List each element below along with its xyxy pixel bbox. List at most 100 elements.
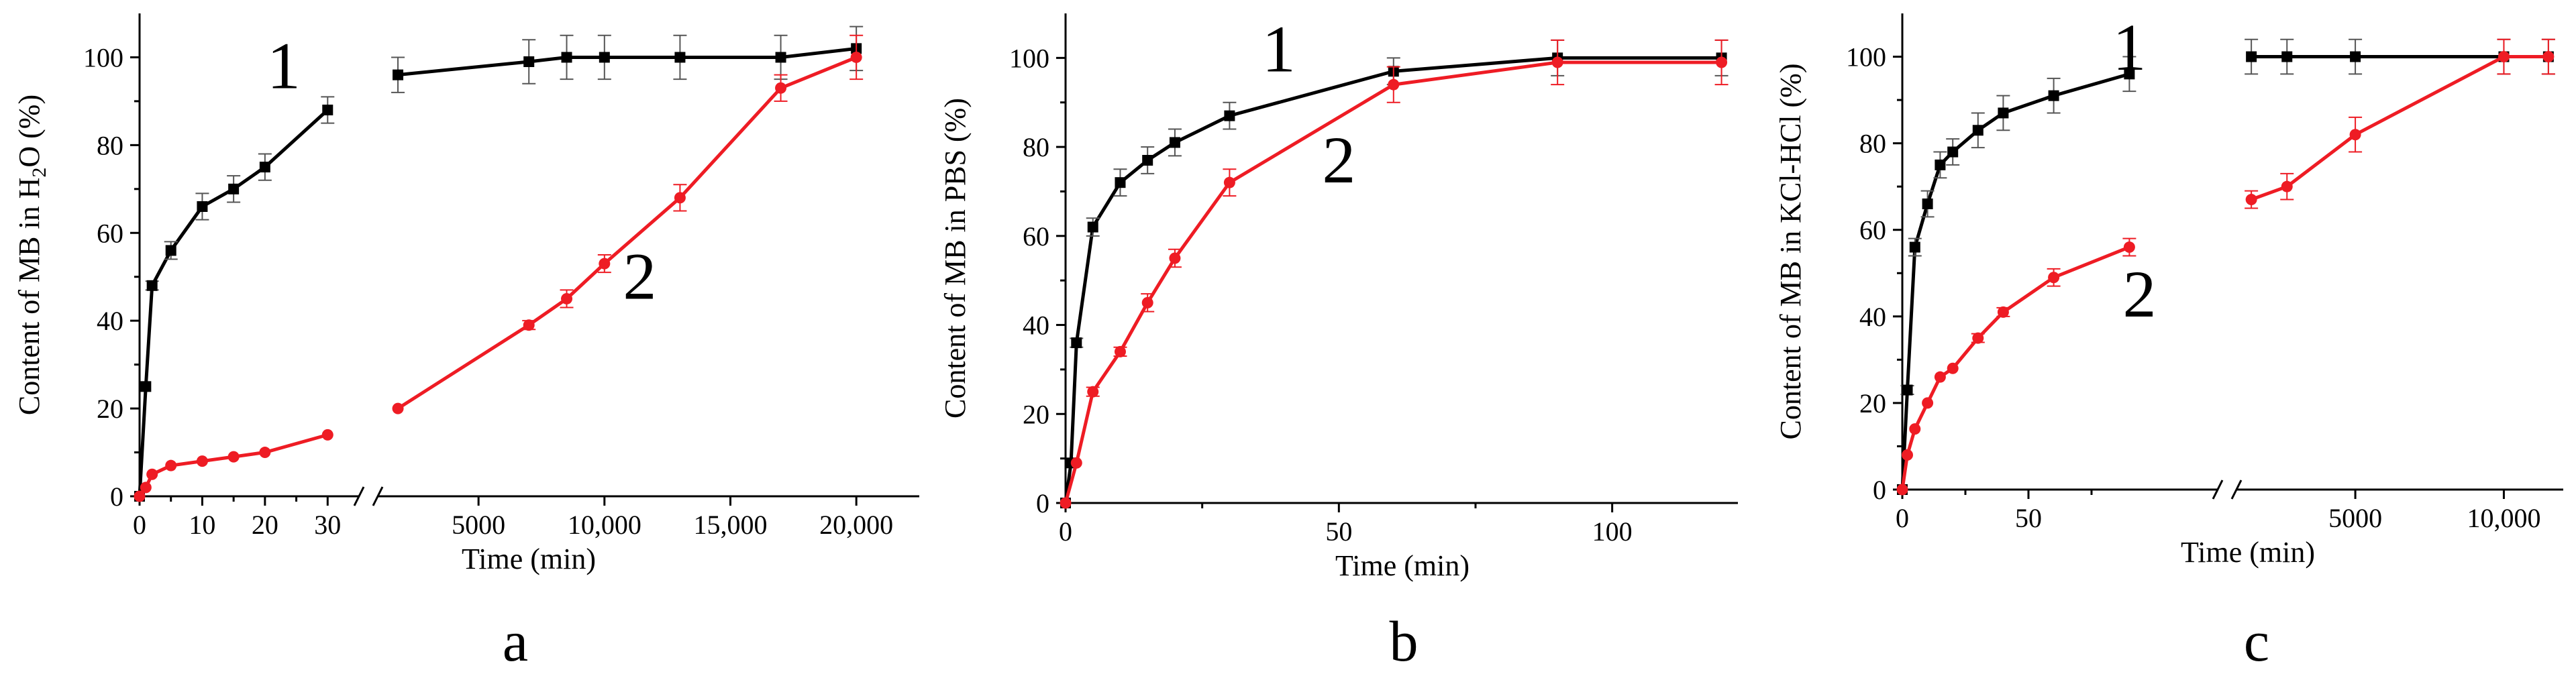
data-point-circle [1141, 296, 1153, 308]
curve-label-1: 1 [267, 28, 301, 103]
y-axis-title-part: Content of MB in KCl-HCl (%) [1774, 64, 1807, 440]
data-point-square [2246, 51, 2257, 62]
y-tick-label: 20 [97, 394, 123, 424]
data-point-circle [140, 482, 152, 494]
data-point-circle [1388, 78, 1400, 91]
series-line [1900, 245, 2130, 490]
x-axis-title: Time (min) [2181, 536, 2315, 569]
data-point-square [1909, 241, 1920, 253]
data-point-square [393, 69, 404, 80]
y-tick-label: 100 [83, 42, 123, 72]
data-point-circle [146, 468, 158, 480]
y-axis-title: Content of MB in KCl-HCl (%) [1774, 64, 1807, 440]
y-tick-label: 0 [1873, 475, 1886, 505]
data-point-circle [321, 429, 333, 441]
data-point-circle [134, 490, 146, 502]
data-point-circle [523, 319, 535, 331]
data-point-square [2124, 68, 2135, 80]
data-point-circle [561, 292, 573, 304]
y-axis-title-part: Content of MB in PBS (%) [939, 98, 972, 418]
x-tick-label: 10,000 [568, 510, 641, 540]
data-point-circle [1997, 306, 2009, 318]
data-point-square [165, 245, 176, 256]
data-point-square [146, 280, 158, 291]
chart-panel-c: 0 20 40 60 80 100 0 50 5000 10,000 Time (min) Conte… [1774, 10, 2563, 673]
data-point-circle [1896, 484, 1908, 496]
data-point-square [561, 52, 572, 63]
x-tick-label: 30 [314, 510, 341, 540]
y-axis-title: Content of MB in H2O (%) [13, 95, 50, 415]
data-point-circle [196, 455, 208, 467]
x-axis-title: Time (min) [462, 543, 596, 575]
y-tick-label: 60 [97, 218, 123, 248]
data-point-square [599, 52, 610, 63]
data-point-circle [674, 192, 686, 204]
x-tick-label: 10,000 [2467, 503, 2540, 533]
series-1 [1897, 38, 2555, 495]
data-point-circle [1716, 56, 1728, 68]
axis-break-mark [353, 486, 365, 506]
data-point-square [228, 183, 240, 194]
data-point-circle [1972, 332, 1984, 344]
panel-label: b [1390, 609, 1419, 673]
data-point-circle [2497, 51, 2510, 63]
data-point-square [1972, 125, 1983, 136]
data-point-circle [599, 258, 611, 270]
series-2 [1060, 39, 1729, 509]
data-point-circle [1223, 176, 1235, 188]
data-point-circle [1922, 397, 1934, 409]
data-point-circle [2048, 272, 2060, 284]
y-axis-title: Content of MB in PBS (%) [939, 98, 972, 418]
data-point-circle [2245, 194, 2257, 206]
data-point-circle [1909, 423, 1921, 435]
x-tick-label: 50 [1325, 516, 1352, 547]
data-point-square [2048, 90, 2059, 101]
y-axis-title-part: 2 [28, 168, 50, 178]
data-point-square [1071, 337, 1082, 349]
data-point-circle [227, 451, 240, 463]
x-tick-label: 5000 [2328, 503, 2382, 533]
data-point-square [259, 162, 270, 173]
data-point-square [1115, 177, 1126, 188]
data-point-square [1922, 199, 1933, 209]
data-point-square [775, 52, 786, 63]
chart-panel-b: 0 20 40 60 80 100 0 50 100 Time (min) Content of M… [939, 11, 1738, 673]
series-line [1064, 60, 1722, 504]
data-point-circle [1902, 449, 1914, 461]
data-point-circle [259, 447, 271, 459]
data-point-circle [2542, 51, 2555, 63]
data-point-circle [165, 459, 177, 471]
y-tick-label: 0 [1036, 488, 1049, 518]
x-tick-label: 20,000 [819, 510, 893, 540]
data-point-circle [775, 82, 787, 94]
panel-label: c [2244, 609, 2269, 673]
series-2 [1896, 38, 2555, 496]
data-point-circle [2123, 241, 2135, 254]
y-tick-label: 0 [110, 482, 123, 512]
data-point-square [1947, 146, 1959, 158]
curve-label-1: 1 [2112, 10, 2146, 85]
y-axis-title-part: O (%) [13, 95, 46, 168]
y-tick-label: 100 [1009, 43, 1049, 73]
data-point-circle [1551, 56, 1563, 68]
x-tick-label: 15,000 [693, 510, 767, 540]
data-point-square [1935, 159, 1946, 170]
x-tick-label: 100 [1592, 516, 1633, 547]
x-tick-label: 0 [133, 510, 146, 540]
x-axis-title: Time (min) [1335, 549, 1470, 582]
data-point-circle [1169, 252, 1181, 264]
data-point-circle [2281, 180, 2293, 192]
y-tick-label: 100 [1846, 42, 1886, 72]
y-tick-label: 40 [97, 306, 123, 336]
data-point-circle [1947, 362, 1959, 374]
y-tick-label: 20 [1859, 388, 1886, 418]
data-point-circle [1934, 371, 1946, 383]
y-tick-label: 80 [97, 130, 123, 160]
x-tick-label: 50 [2015, 503, 2042, 533]
data-point-circle [2349, 129, 2361, 141]
series-line [1900, 72, 2130, 490]
x-tick-label: 0 [1896, 503, 1909, 533]
data-point-circle [392, 402, 404, 414]
curve-label-1: 1 [1262, 11, 1296, 86]
